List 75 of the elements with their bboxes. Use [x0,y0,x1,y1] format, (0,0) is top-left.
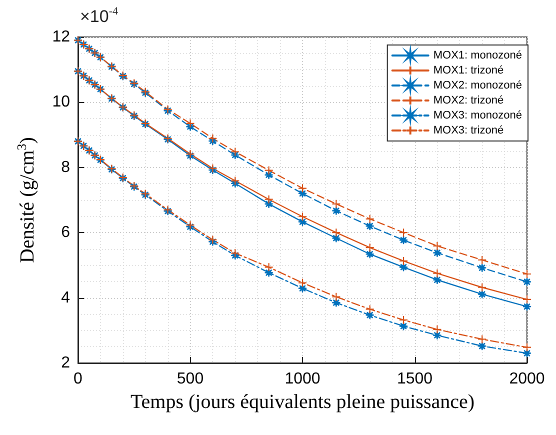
legend-label: MOX3: trizoné [433,124,504,136]
point [432,275,442,284]
point [365,243,374,252]
point [522,277,532,286]
point [522,294,532,304]
point [478,334,487,344]
point [478,255,487,265]
point [208,136,218,146]
point [398,262,408,272]
point [398,256,408,266]
legend-label: MOX1: trizoné [433,64,504,76]
point [230,178,240,188]
point [298,184,308,193]
x-tick-label: 1500 [396,370,433,388]
point [432,330,442,340]
x-tick-label: 2000 [509,370,545,388]
point [332,298,341,308]
point [365,214,374,224]
point [365,222,374,231]
point [186,118,195,128]
point [298,188,308,198]
point [398,315,408,325]
point [230,147,240,156]
y-tick-label: 10 [52,94,70,111]
point [264,166,274,175]
x-axis-title: Temps (jours équivalents pleine puissance) [130,390,475,413]
x-tick-label: 0 [74,370,83,388]
point [332,234,341,243]
point [298,278,308,288]
point [332,199,341,208]
point [398,228,408,238]
point [264,170,274,180]
x-tick-label: 500 [176,370,204,388]
point [522,342,532,352]
point [432,268,442,278]
y-tick-label: 4 [61,289,70,306]
point [522,269,532,279]
point [478,342,487,351]
y-tick-label: 12 [52,28,70,46]
point [264,268,274,278]
point [522,302,532,312]
y-tick-label: 6 [61,224,70,242]
point [332,206,341,216]
point [478,290,487,299]
point [264,199,274,208]
legend-label: MOX2: trizoné [433,94,504,106]
point [332,292,341,302]
point [432,324,442,334]
point [298,212,308,222]
point [432,248,442,258]
point [398,236,408,245]
point [264,194,274,204]
point [230,176,240,186]
legend-label: MOX1: monozoné [433,50,522,62]
point [365,304,374,314]
legend-label: MOX2: monozoné [433,80,522,92]
point [398,322,408,331]
point [432,241,442,251]
y-tick-label: 8 [61,158,70,176]
point [186,122,195,132]
point [478,282,487,292]
x-tick-label: 1000 [284,370,320,388]
point [522,348,532,358]
point [264,262,274,272]
point [332,228,341,238]
point [298,284,308,293]
point [365,310,374,320]
point [298,217,308,226]
legend-label: MOX3: monozoné [433,110,522,122]
point [365,250,374,259]
point [478,263,487,272]
y-tick-label: 2 [61,354,70,372]
point [208,134,218,143]
point [230,150,240,160]
y-axis-title: Densité (g/cm3) [14,137,38,263]
